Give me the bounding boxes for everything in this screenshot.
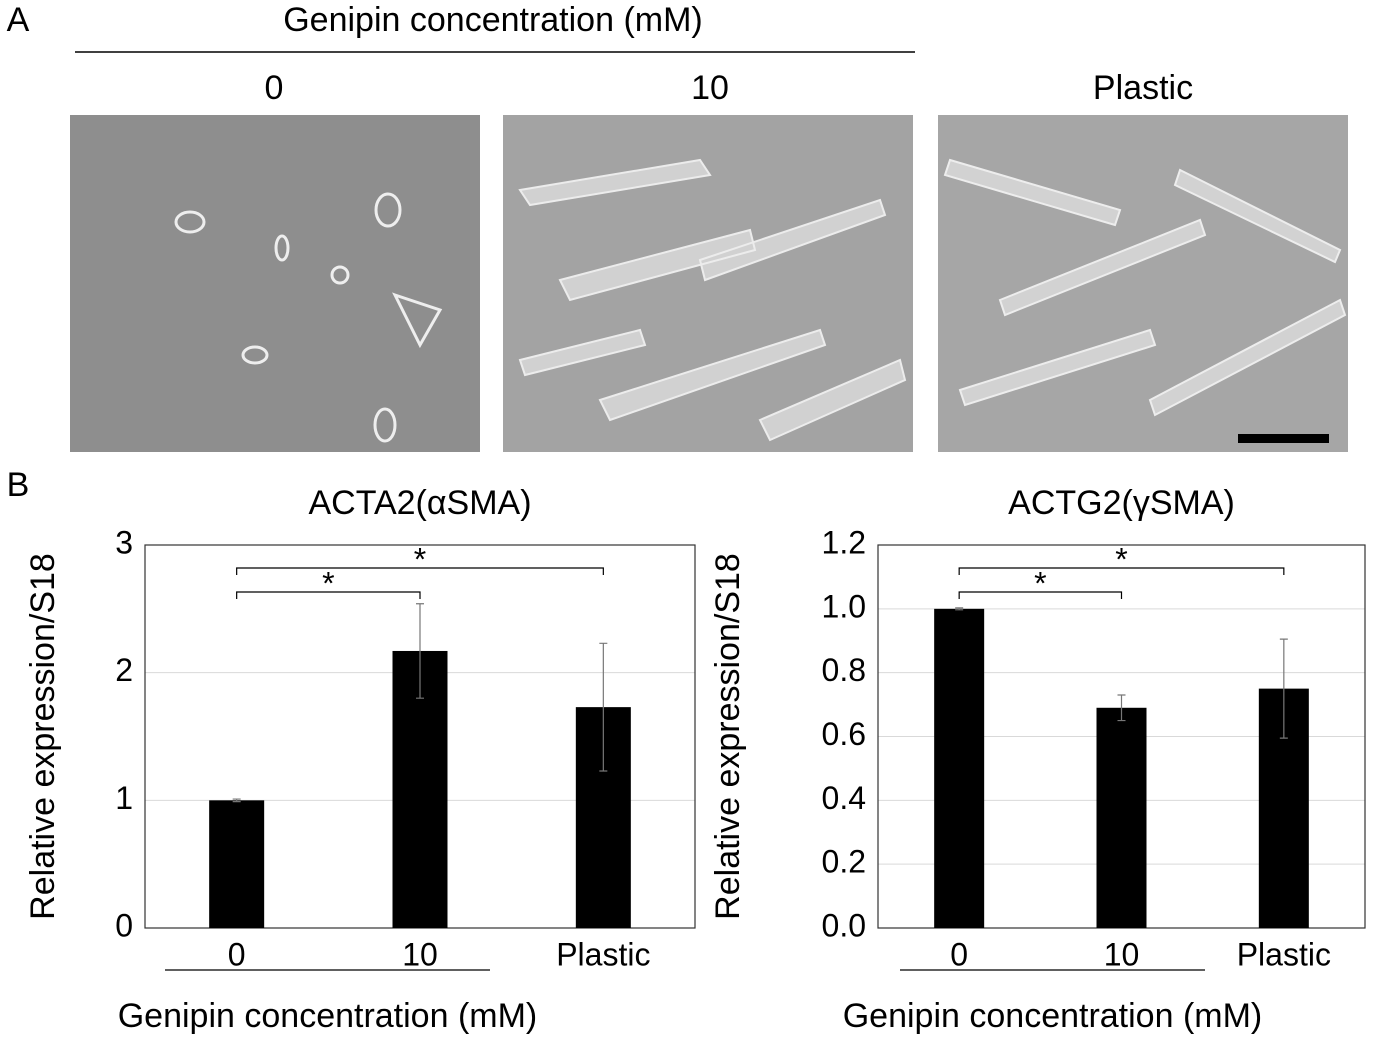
panel-label: B [7, 466, 30, 504]
micrograph [938, 115, 1348, 452]
significance-bracket [958, 567, 1285, 575]
bar [934, 608, 985, 928]
error-bar [1117, 694, 1126, 722]
significance-label: * [414, 541, 426, 577]
significance-label: * [1115, 541, 1127, 577]
micrograph [70, 115, 480, 452]
x-tick-label: Plastic [556, 936, 650, 972]
x-axis-label: Genipin concentration (mM) [843, 997, 1263, 1035]
x-tick-label: 0 [950, 936, 968, 972]
chart-title: ACTG2(γSMA) [1008, 484, 1235, 522]
chart-title: ACTA2(αSMA) [308, 484, 531, 522]
error-bar [232, 798, 241, 803]
x-tick-label: 10 [1104, 936, 1140, 972]
scale-bar [1238, 434, 1329, 443]
y-tick-label: 1.0 [822, 588, 866, 624]
y-tick-label: 1 [115, 780, 133, 816]
error-bar [599, 642, 608, 772]
y-tick-label: 0.8 [822, 652, 866, 688]
bar [209, 800, 265, 928]
significance-bracket [236, 567, 604, 575]
significance-label: * [322, 565, 334, 601]
y-tick-label: 0.6 [822, 716, 866, 752]
condition-label: 10 [691, 69, 729, 107]
header: Genipin concentration (mM) [283, 1, 703, 39]
significance-bracket [236, 591, 421, 599]
significance-label: * [1034, 565, 1046, 601]
y-tick-label: 0.2 [822, 844, 866, 880]
error-bar [1279, 638, 1288, 739]
x-tick-label: Plastic [1237, 936, 1331, 972]
y-tick-label: 0.4 [822, 780, 866, 816]
y-axis-label: Relative expression/S18 [709, 553, 747, 920]
panel-label: A [7, 1, 30, 39]
significance-bracket [958, 591, 1123, 599]
condition-label: Plastic [1093, 69, 1193, 107]
y-tick-label: 0 [115, 907, 133, 943]
y-tick-label: 0.0 [822, 907, 866, 943]
bar [1096, 707, 1147, 928]
y-axis-label: Relative expression/S18 [24, 553, 62, 920]
x-axis-label: Genipin concentration (mM) [118, 997, 538, 1035]
micrograph [503, 115, 913, 452]
x-tick-label: 10 [402, 936, 438, 972]
condition-label: 0 [265, 69, 284, 107]
y-tick-label: 1.2 [822, 524, 866, 560]
error-bar [416, 603, 424, 699]
error-bar [955, 607, 964, 611]
x-tick-label: 0 [228, 936, 246, 972]
y-tick-label: 2 [115, 652, 133, 688]
y-tick-label: 3 [115, 524, 133, 560]
